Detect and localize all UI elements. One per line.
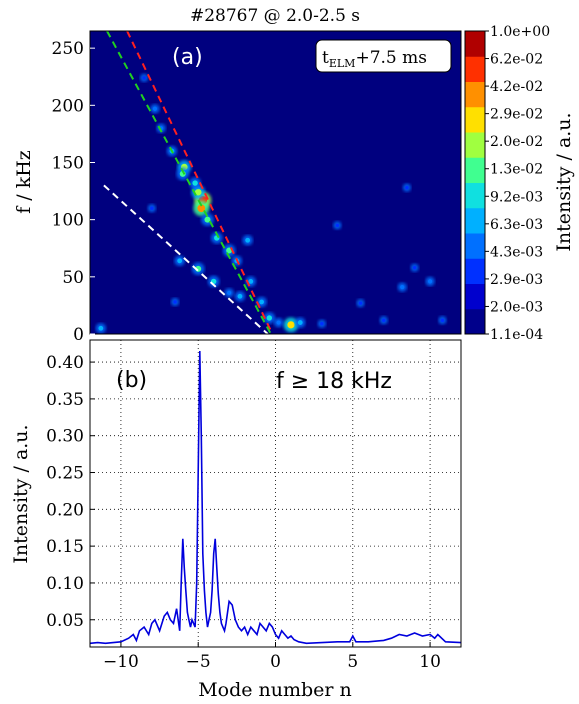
hotspot-core-5 [192,180,198,186]
hotspot-core-24 [297,320,303,325]
heatmap-ytick-label-2: 100 [52,211,84,231]
hotspot-core-33 [405,185,409,190]
colorbar-segment-7 [465,132,485,158]
line-x-axis-label: Mode number n [198,679,352,701]
line-xtick-label-2: 0 [270,652,281,672]
heatmap-frame [89,30,462,335]
heatmap-y-axis-label: f / kHz [13,150,35,214]
line-series-intensity [90,350,461,645]
colorbar [465,31,485,335]
hotspot-core-22 [142,76,146,80]
heatmap-ytick-label-4: 200 [52,96,84,116]
colorbar-tick-label-1: 2.0e-03 [490,299,543,315]
line-annotation: f ≥ 18 kHz [276,369,392,394]
hotspot-core-6 [204,216,211,223]
colorbar-tick-label-7: 2.0e-02 [490,134,543,150]
colorbar-tick-label-10: 6.2e-02 [490,52,543,68]
heatmap-hotspots [95,73,447,334]
hotspot-core-21 [152,106,158,111]
hotspot-core-31 [358,301,363,305]
line-y-axis-label: Intensity / a.u. [10,424,32,563]
colorbar-tick-label-11: 1.0e+00 [490,24,550,40]
hotspot-core-36 [173,300,177,304]
hotspot-core-16 [237,293,243,299]
colorbar-tick-label-3: 4.3e-03 [490,244,543,260]
hotspot-core-29 [381,318,386,323]
colorbar-frame [464,30,486,335]
heatmap-ytick-label-5: 250 [52,39,84,59]
line-xtick-label-3: 5 [347,652,358,672]
line-plot-area [90,340,461,647]
heatmap-y-ticks: 0 50 100 150 200 250 [52,39,95,345]
colorbar-segment-9 [465,81,485,108]
hotspot-core-12 [266,315,273,321]
hotspot-core-25 [98,325,104,331]
line-panel-label: (b) [116,368,147,393]
heatmap-ytick-label-0: 0 [73,325,84,345]
guide-line-1 [106,31,272,334]
hotspot-core-27 [400,285,405,290]
colorbar-segment-10 [465,56,485,82]
colorbar-tick-label-2: 2.9e-03 [490,272,543,288]
heatmap-panel-label: (a) [172,45,203,70]
hotspot-core-30 [412,265,417,270]
hotspot-core-11 [259,299,264,305]
line-xtick-label-4: 10 [419,652,441,672]
colorbar-segment-1 [465,283,485,310]
line-y-ticks: 0.05 0.10 0.15 0.20 0.25 0.30 0.35 0.40 [46,353,95,631]
hotspot-core-32 [335,223,340,228]
guide-line-2 [103,184,269,334]
colorbar-segment-3 [465,233,485,259]
hotspot-core-26 [276,320,281,325]
line-ytick-label-4: 0.25 [46,464,84,484]
line-ytick-label-1: 0.10 [46,574,84,594]
line-ytick-label-7: 0.40 [46,353,84,373]
hotspot-core-15 [177,258,183,264]
line-ytick-label-6: 0.35 [46,390,84,410]
hotspot-core-37 [320,321,324,326]
line-ytick-label-0: 0.05 [46,611,84,631]
heatmap-guide-lines [103,31,274,334]
colorbar-label: Intensity / a.u. [553,112,575,251]
colorbar-tick-label-6: 1.3e-02 [490,162,543,178]
hotspot-core-34 [440,318,445,323]
guide-line-0 [126,31,274,334]
line-ytick-label-5: 0.30 [46,427,84,447]
colorbar-segment-11 [465,31,485,57]
hotspot-core-28 [427,279,433,284]
heatmap-title: #28767 @ 2.0-2.5 s [190,6,360,26]
hotspot-core-35 [150,206,154,211]
line-ytick-label-2: 0.15 [46,537,84,557]
heatmap-annotation-box: tELM+7.5 ms [315,39,452,73]
colorbar-ticks: 1.1e-04 2.0e-03 2.9e-03 4.3e-03 6.3e-03 9.2e-… [485,24,550,343]
heatmap-annotation: tELM+7.5 ms [322,48,427,70]
colorbar-segment-5 [465,182,485,209]
line-x-ticks: −10 −5 0 5 10 [103,642,441,672]
line-xtick-label-0: −10 [103,652,139,672]
colorbar-tick-label-5: 9.2e-03 [490,189,543,205]
line-xtick-label-1: −5 [186,652,211,672]
colorbar-segment-2 [465,258,485,284]
colorbar-segment-0 [465,308,485,335]
hotspot-core-23 [287,321,295,329]
hotspot-core-1 [197,204,206,213]
hotspot-core-10 [248,279,254,284]
hotspot-core-2 [194,188,202,196]
hotspot-core-18 [245,237,251,243]
line-ytick-label-3: 0.20 [46,500,84,520]
colorbar-tick-label-4: 6.3e-03 [490,217,543,233]
colorbar-segment-4 [465,207,485,234]
colorbar-segment-6 [465,157,485,183]
heatmap-background [90,31,461,334]
colorbar-segment-8 [465,106,485,133]
colorbar-tick-label-8: 2.9e-02 [490,107,543,123]
hotspot-core-17 [227,290,232,295]
colorbar-tick-label-9: 4.2e-02 [490,79,543,95]
heatmap-ytick-label-1: 50 [62,268,84,288]
colorbar-tick-label-0: 1.1e-04 [490,327,543,343]
heatmap-ytick-label-3: 150 [52,153,84,173]
